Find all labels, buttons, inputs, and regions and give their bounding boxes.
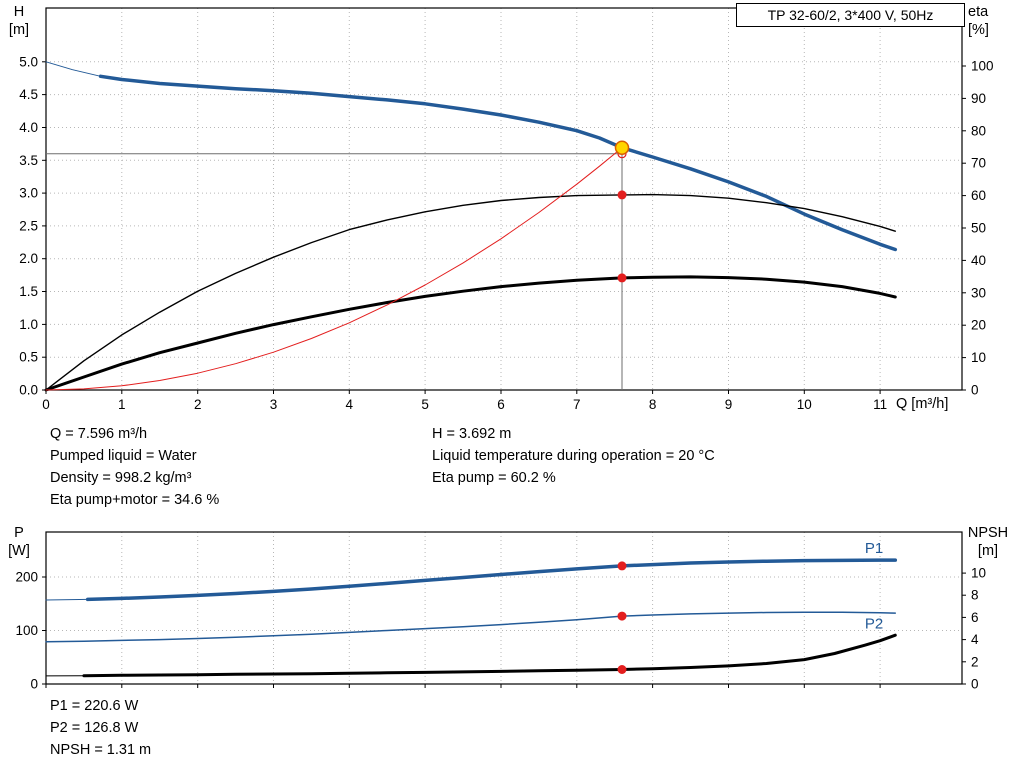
- x-tick-label: 6: [497, 397, 505, 412]
- marker-dot: [617, 561, 627, 571]
- y-right-tick-label: 40: [971, 253, 986, 268]
- plot-frame: [45, 531, 963, 685]
- y-right-tick-label: 0: [971, 677, 979, 692]
- curve-p1-curve: [85, 558, 898, 602]
- eta-axis-symbol: eta: [968, 4, 989, 20]
- y-left-tick-label: 0: [30, 677, 38, 692]
- label-p1-curve: P1: [865, 540, 883, 557]
- x-tick-label: 0: [42, 397, 50, 412]
- y-right-tick-label: 80: [971, 123, 986, 138]
- y-left-tick-label: 200: [15, 570, 38, 585]
- npsh-axis-title: NPSH [m]: [964, 524, 1012, 560]
- x-tick-label: 1: [118, 397, 126, 412]
- y-right-tick-label: 70: [971, 156, 986, 171]
- hq-eta-panel: 0.00.51.01.52.02.53.03.54.04.55.00102030…: [19, 7, 994, 412]
- y-left-tick-label: 3.0: [19, 186, 38, 201]
- x-tick-label: 7: [573, 397, 581, 412]
- readout-p2: P2 = 126.8 W: [50, 720, 139, 736]
- y-right-tick-label: 0: [971, 383, 979, 398]
- y-left-tick-label: 2.0: [19, 251, 38, 266]
- readout-p1: P1 = 220.6 W: [50, 698, 139, 714]
- x-tick-label: 8: [649, 397, 657, 412]
- pump-model-box: TP 32-60/2, 3*400 V, 50Hz: [736, 3, 965, 27]
- eta-axis-title: eta [%]: [968, 3, 1008, 39]
- curve-hq-lead: [45, 61, 102, 77]
- pump-model-label: TP 32-60/2, 3*400 V, 50Hz: [767, 7, 934, 23]
- h-axis-title: H [m]: [2, 3, 36, 39]
- readout-h: H = 3.692 m: [432, 426, 512, 442]
- y-right-tick-label: 6: [971, 610, 979, 625]
- x-tick-label: 11: [873, 397, 887, 412]
- readout-left-column: Q = 7.596 m³/h Pumped liquid = Water Den…: [50, 423, 219, 511]
- readout-liquid-temp: Liquid temperature during operation = 20…: [432, 448, 715, 464]
- y-left-tick-label: 2.5: [19, 218, 38, 233]
- x-tick-label: 10: [797, 397, 812, 412]
- y-right-tick-label: 8: [971, 588, 979, 603]
- x-tick-label: 4: [346, 397, 354, 412]
- npsh-axis-symbol: NPSH: [967, 525, 1009, 541]
- curve-p1-lead: [45, 598, 89, 601]
- plot-frame: [45, 7, 963, 391]
- label-p2-curve: P2: [865, 615, 883, 632]
- h-axis-symbol: H: [13, 4, 25, 20]
- curve-p2-curve: [45, 611, 897, 643]
- marker-dot: [617, 665, 627, 674]
- curve-hq-curve: [98, 74, 898, 252]
- eta-axis-unit: [%]: [968, 22, 989, 38]
- power-npsh-panel: 0 100 200 0 2 4 6 8 10 P1 P2: [15, 531, 986, 692]
- readout-eta-pump: Eta pump = 60.2 %: [432, 470, 556, 486]
- marker-dot: [617, 273, 627, 283]
- duty-point[interactable]: [614, 140, 630, 155]
- x-tick-label: 5: [421, 397, 429, 412]
- marker-dot: [617, 611, 627, 621]
- y-left-tick-label: 100: [15, 623, 38, 638]
- y-right-tick-label: 20: [971, 318, 986, 333]
- y-right-tick-label: 30: [971, 285, 986, 300]
- y-right-tick-label: 4: [971, 632, 979, 647]
- readout-npsh: NPSH = 1.31 m: [50, 742, 152, 758]
- y-right-tick-label: 50: [971, 221, 986, 236]
- readout-bottom-column: P1 = 220.6 W P2 = 126.8 W NPSH = 1.31 m: [50, 695, 151, 761]
- y-right-tick-label: 2: [971, 654, 979, 669]
- h-axis-unit: [m]: [8, 22, 30, 38]
- x-tick-label: 9: [725, 397, 733, 412]
- curve-system-curve: [45, 147, 623, 391]
- q-axis-label: Q [m³/h]: [896, 396, 949, 412]
- x-tick-label: 3: [270, 397, 278, 412]
- x-tick-label: 2: [194, 397, 202, 412]
- y-right-tick-label: 90: [971, 91, 986, 106]
- y-right-tick-label: 100: [971, 59, 994, 74]
- y-right-tick-label: 10: [971, 566, 986, 581]
- p-axis-unit: [W]: [8, 543, 30, 559]
- y-right-tick-label: 60: [971, 188, 986, 203]
- readout-q: Q = 7.596 m³/h: [50, 426, 148, 442]
- y-left-tick-label: 1.0: [19, 317, 38, 332]
- npsh-axis-unit: [m]: [977, 543, 999, 559]
- readout-right-column: H = 3.692 m Liquid temperature during op…: [432, 423, 715, 489]
- p-axis-title: P [W]: [2, 524, 36, 560]
- curve-npsh-curve: [82, 633, 897, 678]
- curve-eta-pump-motor: [44, 275, 897, 392]
- curve-eta-pump: [45, 193, 896, 391]
- y-left-tick-label: 5.0: [19, 54, 38, 69]
- y-left-tick-label: 0.5: [19, 350, 38, 365]
- readout-density: Density = 998.2 kg/m³: [50, 470, 192, 486]
- y-left-tick-label: 1.5: [19, 284, 38, 299]
- y-left-tick-label: 4.0: [19, 120, 38, 135]
- readout-pumped-liquid: Pumped liquid = Water: [50, 448, 197, 464]
- y-left-tick-label: 3.5: [19, 153, 38, 168]
- y-right-tick-label: 10: [971, 350, 986, 365]
- readout-eta-pump-motor: Eta pump+motor = 34.6 %: [50, 492, 220, 508]
- y-left-tick-label: 0.0: [19, 383, 38, 398]
- marker-dot: [617, 190, 627, 200]
- y-left-tick-label: 4.5: [19, 87, 38, 102]
- p-axis-symbol: P: [14, 525, 24, 541]
